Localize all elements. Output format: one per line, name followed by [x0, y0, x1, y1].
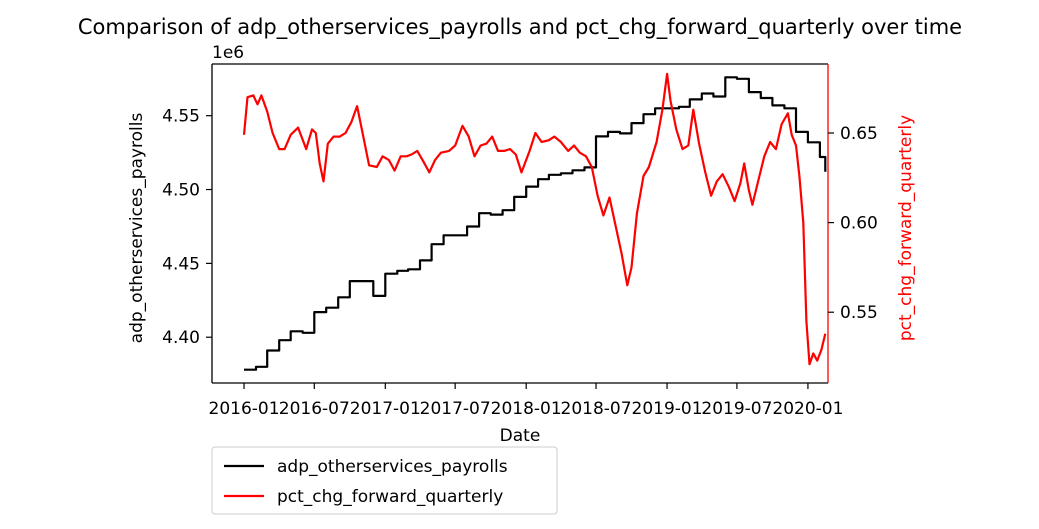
right-y-axis-label: pct_chg_forward_quarterly: [896, 115, 916, 341]
left-y-tick-label: 4.45: [162, 254, 200, 274]
x-tick-label: 2018-07: [561, 399, 632, 419]
legend: adp_otherservices_payrolls pct_chg_forwa…: [211, 446, 558, 515]
x-axis-label: Date: [500, 426, 541, 446]
x-tick-label: 2017-01: [350, 399, 421, 419]
series-line-pct-chg-forward-quarterly: [242, 72, 827, 366]
x-tick-label: 2016-01: [209, 399, 280, 419]
right-y-tick-label: 0.60: [840, 214, 878, 234]
x-tick-label: 2018-01: [491, 399, 562, 419]
left-y-axis-label: adp_otherservices_payrolls: [127, 113, 147, 344]
legend-box: [211, 446, 558, 515]
series-line-adp-otherservices-payrolls: [244, 76, 827, 371]
right-y-tick-label: 0.55: [840, 303, 878, 323]
x-tick-label: 2017-07: [420, 399, 491, 419]
chart-title: Comparison of adp_otherservices_payrolls…: [78, 15, 962, 40]
x-tick-label: 2019-07: [701, 399, 772, 419]
right-y-axis-ticks: 0.55 0.60 0.65: [828, 124, 878, 323]
x-tick-label: 2020-01: [772, 399, 843, 419]
series-layer: [242, 72, 827, 371]
x-tick-label: 2019-01: [632, 399, 703, 419]
right-y-tick-label: 0.65: [840, 124, 878, 144]
left-y-axis-ticks: 4.40 4.45 4.50 4.55: [162, 107, 212, 348]
x-tick-label: 2016-07: [279, 399, 350, 419]
left-axis-offset-label: 1e6: [212, 43, 244, 63]
left-y-tick-label: 4.50: [162, 181, 200, 201]
legend-label-pct-chg: pct_chg_forward_quarterly: [277, 487, 503, 507]
left-y-tick-label: 4.55: [162, 107, 200, 127]
left-y-tick-label: 4.40: [162, 328, 200, 348]
legend-label-payrolls: adp_otherservices_payrolls: [277, 457, 508, 477]
